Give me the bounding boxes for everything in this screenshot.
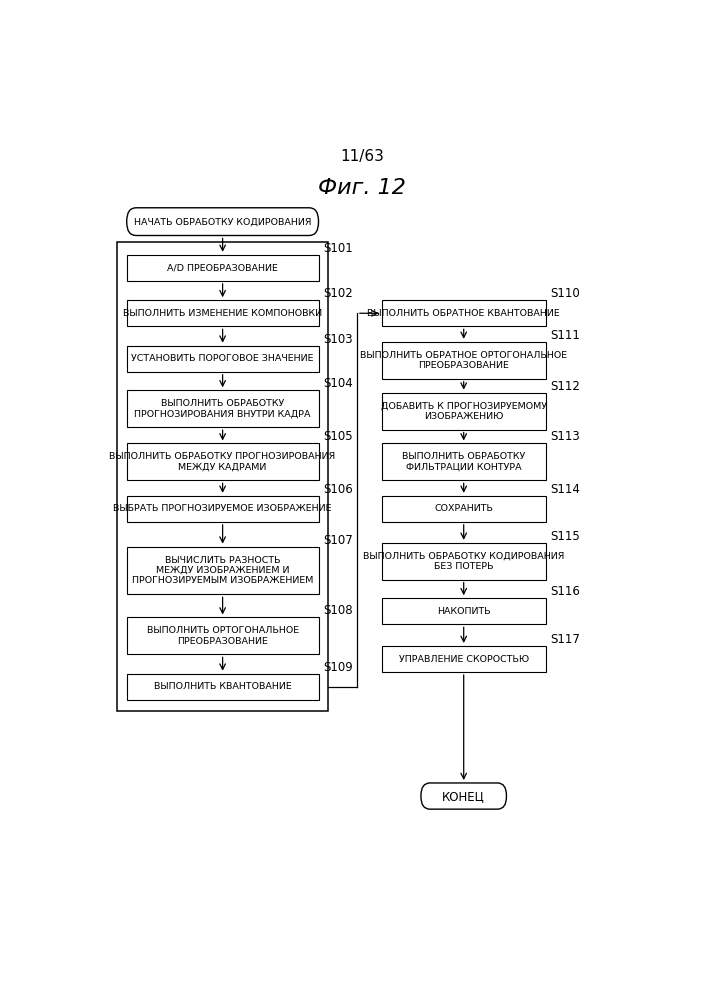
Bar [127, 443, 319, 480]
Text: НАЧАТЬ ОБРАБОТКУ КОДИРОВАНИЯ: НАЧАТЬ ОБРАБОТКУ КОДИРОВАНИЯ [134, 217, 311, 226]
Text: ВЫПОЛНИТЬ ОБРАТНОЕ КВАНТОВАНИЕ: ВЫПОЛНИТЬ ОБРАТНОЕ КВАНТОВАНИЕ [368, 309, 560, 318]
Text: S114: S114 [550, 483, 580, 496]
Bar [382, 300, 546, 326]
Text: S102: S102 [323, 287, 353, 300]
Text: S107: S107 [323, 534, 353, 547]
Text: ВЫПОЛНИТЬ ИЗМЕНЕНИЕ КОМПОНОВКИ: ВЫПОЛНИТЬ ИЗМЕНЕНИЕ КОМПОНОВКИ [123, 309, 322, 318]
Text: S116: S116 [550, 585, 580, 598]
Text: S115: S115 [550, 530, 580, 543]
Bar [382, 393, 546, 430]
Text: S104: S104 [323, 377, 353, 390]
FancyBboxPatch shape [421, 783, 506, 809]
Text: ВЫПОЛНИТЬ ОБРАБОТКУ
ПРОГНОЗИРОВАНИЯ ВНУТРИ КАДРА: ВЫПОЛНИТЬ ОБРАБОТКУ ПРОГНОЗИРОВАНИЯ ВНУТ… [134, 399, 311, 418]
Text: S103: S103 [323, 333, 353, 346]
Bar [117, 242, 328, 711]
Bar [127, 390, 319, 427]
Bar [127, 496, 319, 522]
Bar [127, 300, 319, 326]
Text: S113: S113 [550, 430, 580, 443]
Text: ВЫПОЛНИТЬ ОБРАБОТКУ
ФИЛЬТРАЦИИ КОНТУРА: ВЫПОЛНИТЬ ОБРАБОТКУ ФИЛЬТРАЦИИ КОНТУРА [402, 452, 525, 472]
Text: S106: S106 [323, 483, 353, 496]
Text: ВЫПОЛНИТЬ ОРТОГОНАЛЬНОЕ
ПРЕОБРАЗОВАНИЕ: ВЫПОЛНИТЬ ОРТОГОНАЛЬНОЕ ПРЕОБРАЗОВАНИЕ [146, 626, 298, 646]
Text: ВЫПОЛНИТЬ ОБРАТНОЕ ОРТОГОНАЛЬНОЕ
ПРЕОБРАЗОВАНИЕ: ВЫПОЛНИТЬ ОБРАТНОЕ ОРТОГОНАЛЬНОЕ ПРЕОБРА… [360, 351, 567, 370]
Text: ВЫПОЛНИТЬ ОБРАБОТКУ ПРОГНОЗИРОВАНИЯ
МЕЖДУ КАДРАМИ: ВЫПОЛНИТЬ ОБРАБОТКУ ПРОГНОЗИРОВАНИЯ МЕЖД… [110, 452, 336, 472]
Text: Фиг. 12: Фиг. 12 [318, 178, 407, 198]
Text: УПРАВЛЕНИЕ СКОРОСТЬЮ: УПРАВЛЕНИЕ СКОРОСТЬЮ [399, 654, 529, 664]
Bar [382, 543, 546, 580]
Bar [127, 346, 319, 372]
Bar [382, 496, 546, 522]
Text: СОХРАНИТЬ: СОХРАНИТЬ [434, 504, 493, 513]
Bar [382, 443, 546, 480]
Text: НАКОПИТЬ: НАКОПИТЬ [437, 607, 491, 616]
Text: УСТАНОВИТЬ ПОРОГОВОЕ ЗНАЧЕНИЕ: УСТАНОВИТЬ ПОРОГОВОЕ ЗНАЧЕНИЕ [132, 354, 314, 363]
Text: S111: S111 [550, 329, 580, 342]
Bar [382, 342, 546, 379]
Text: S112: S112 [550, 380, 580, 393]
Text: ВЫЧИСЛИТЬ РАЗНОСТЬ
МЕЖДУ ИЗОБРАЖЕНИЕМ И
ПРОГНОЗИРУЕМЫМ ИЗОБРАЖЕНИЕМ: ВЫЧИСЛИТЬ РАЗНОСТЬ МЕЖДУ ИЗОБРАЖЕНИЕМ И … [132, 556, 313, 585]
Text: S101: S101 [323, 242, 353, 255]
Text: ВЫПОЛНИТЬ ОБРАБОТКУ КОДИРОВАНИЯ
БЕЗ ПОТЕРЬ: ВЫПОЛНИТЬ ОБРАБОТКУ КОДИРОВАНИЯ БЕЗ ПОТЕ… [363, 552, 564, 571]
Text: S110: S110 [550, 287, 580, 300]
Text: 11/63: 11/63 [340, 149, 385, 164]
Bar [127, 255, 319, 281]
Text: A/D ПРЕОБРАЗОВАНИЕ: A/D ПРЕОБРАЗОВАНИЕ [167, 263, 278, 272]
Text: КОНЕЦ: КОНЕЦ [443, 790, 485, 803]
Text: S105: S105 [323, 430, 353, 443]
Text: ВЫБРАТЬ ПРОГНОЗИРУЕМОЕ ИЗОБРАЖЕНИЕ: ВЫБРАТЬ ПРОГНОЗИРУЕМОЕ ИЗОБРАЖЕНИЕ [113, 504, 332, 513]
Text: ВЫПОЛНИТЬ КВАНТОВАНИЕ: ВЫПОЛНИТЬ КВАНТОВАНИЕ [153, 682, 291, 691]
Bar [127, 547, 319, 594]
Text: S117: S117 [550, 633, 580, 646]
Text: S109: S109 [323, 661, 353, 674]
Bar [127, 674, 319, 700]
FancyBboxPatch shape [127, 208, 319, 235]
Bar [382, 598, 546, 624]
Bar [382, 646, 546, 672]
Text: ДОБАВИТЬ К ПРОГНОЗИРУЕМОМУ
ИЗОБРАЖЕНИЮ: ДОБАВИТЬ К ПРОГНОЗИРУЕМОМУ ИЗОБРАЖЕНИЮ [380, 401, 547, 421]
Text: S108: S108 [323, 604, 353, 617]
Bar [127, 617, 319, 654]
